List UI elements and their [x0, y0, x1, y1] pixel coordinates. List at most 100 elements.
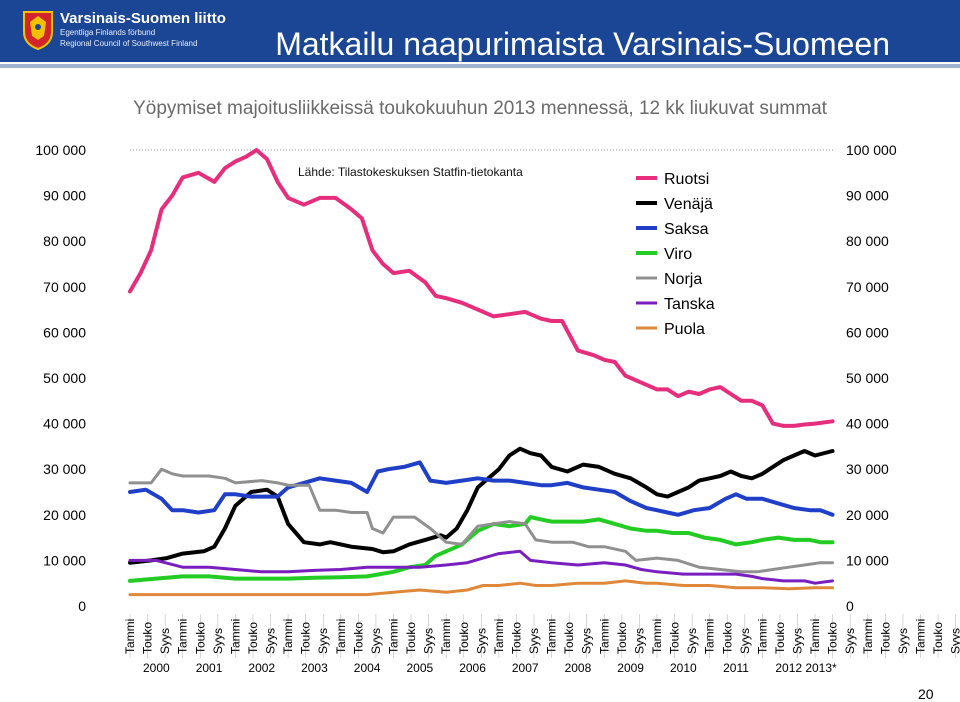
x-month-label: Syys: [422, 628, 436, 654]
x-month-label: Tammi: [808, 619, 822, 654]
legend-label: Norja: [664, 271, 702, 288]
x-year-label: 2006: [459, 661, 486, 675]
x-month-label: Tammi: [228, 619, 242, 654]
x-month-label: Tammi: [703, 619, 717, 654]
x-year-label: 2011: [723, 661, 749, 675]
series-line-viro: [128, 515, 835, 583]
series-lines: [128, 148, 835, 597]
x-month-label: Tammi: [386, 619, 400, 654]
y-tick-label-right: 20 000: [846, 507, 889, 523]
series-line-tanska: [128, 549, 834, 585]
series-line-puola: [128, 579, 834, 597]
series-line-saksa: [128, 460, 835, 517]
source-note: Lähde: Tilastokeskuksen Statfin-tietokan…: [298, 165, 523, 179]
x-month-label: Touko: [509, 622, 523, 654]
y-tick-label-right: 0: [846, 598, 854, 614]
x-month-label: Syys: [264, 628, 278, 654]
x-year-label: 2002: [248, 661, 275, 675]
x-month-label: Tammi: [545, 619, 559, 654]
y-tick-label-left: 20 000: [43, 507, 86, 523]
legend-label: Viro: [664, 246, 692, 263]
series-line-norja: [128, 467, 834, 574]
x-year-label: 2005: [406, 661, 433, 675]
y-tick-label-left: 30 000: [43, 461, 86, 477]
x-year-label: 2001: [196, 661, 223, 675]
x-year-label: 2000: [143, 661, 170, 675]
org-name-swedish: Egentliga Finlands förbund: [60, 28, 156, 37]
x-month-label: Syys: [211, 628, 225, 654]
x-month-label: Touko: [668, 622, 682, 654]
x-month-label: Syys: [791, 628, 805, 654]
x-month-label: Syys: [316, 628, 330, 654]
y-tick-label-right: 10 000: [846, 552, 889, 568]
x-month-label: Touko: [299, 622, 313, 654]
x-month-label: Syys: [738, 628, 752, 654]
legend-label: Venäjä: [664, 196, 713, 213]
x-month-label: Syys: [474, 628, 488, 654]
x-month-label: Touko: [720, 622, 734, 654]
org-name-english: Regional Council of Southwest Finland: [60, 39, 198, 48]
org-name: Varsinais-Suomen liitto: [60, 10, 226, 27]
y-tick-label-left: 10 000: [43, 552, 86, 568]
x-month-label: Syys: [158, 628, 172, 654]
x-month-label: Syys: [580, 628, 594, 654]
legend-label: Puola: [664, 321, 705, 338]
legend-label: Saksa: [664, 221, 709, 238]
y-tick-label-right: 40 000: [846, 416, 889, 432]
y-tick-label-left: 80 000: [43, 233, 86, 249]
x-month-label: Touko: [931, 622, 945, 654]
y-tick-label-right: 100 000: [846, 142, 897, 158]
x-month-label: Touko: [246, 622, 260, 654]
header-rule: [0, 64, 960, 68]
x-month-label: Tammi: [650, 619, 664, 654]
series-line-ruotsi: [128, 148, 835, 428]
legend: Ruotsi Venäjä Saksa Viro Norja Tanska Puola: [636, 171, 715, 338]
y-tick-label-left: 40 000: [43, 416, 86, 432]
x-year-label: 2009: [617, 661, 644, 675]
x-month-label: Tammi: [597, 619, 611, 654]
x-year-label: 2012: [775, 661, 802, 675]
y-tick-label-right: 50 000: [846, 370, 889, 386]
x-month-label: Tammi: [492, 619, 506, 654]
x-month-label: Touko: [878, 622, 892, 654]
x-month-label: Tammi: [334, 619, 348, 654]
x-month-label: Touko: [141, 622, 155, 654]
x-month-label: Tammi: [755, 619, 769, 654]
y-tick-label-left: 60 000: [43, 324, 86, 340]
y-tick-label-right: 60 000: [846, 324, 889, 340]
x-month-label: Touko: [826, 622, 840, 654]
x-month-label: Tammi: [439, 619, 453, 654]
x-month-label: Syys: [685, 628, 699, 654]
y-tick-label-right: 30 000: [846, 461, 889, 477]
y-tick-label-left: 70 000: [43, 279, 86, 295]
coat-of-arms-icon: [23, 11, 53, 50]
legend-label: Tanska: [664, 296, 715, 313]
page-number: 20: [918, 686, 934, 702]
x-year-label: 2010: [670, 661, 697, 675]
x-month-label: Tammi: [123, 619, 137, 654]
y-tick-label-left: 100 000: [35, 142, 86, 158]
page-title: Matkailu naapurimaista Varsinais-Suomeen: [275, 26, 890, 62]
x-month-label: Tammi: [176, 619, 190, 654]
header-banner: Varsinais-Suomen liitto Egentliga Finlan…: [0, 0, 960, 72]
line-chart: Yöpymiset majoitusliikkeissä toukokuuhun…: [35, 98, 960, 675]
series-line-venäjä: [128, 446, 835, 565]
x-month-label: Touko: [615, 622, 629, 654]
y-tick-label-left: 90 000: [43, 188, 86, 204]
x-month-label: Syys: [369, 628, 383, 654]
x-month-label: Tammi: [281, 619, 295, 654]
x-month-label: Syys: [632, 628, 646, 654]
header-band: [0, 0, 960, 62]
x-month-label: Tammi: [913, 619, 927, 654]
y-tick-label-left: 50 000: [43, 370, 86, 386]
chart-title: Yöpymiset majoitusliikkeissä toukokuuhun…: [133, 98, 828, 119]
x-axis-labels: Tammi Touko Syys Tammi Touko Syys Tammi Touko Sy…: [123, 614, 960, 675]
x-month-label: Syys: [896, 628, 910, 654]
y-tick-label-left: 0: [78, 598, 86, 614]
x-month-label: Tammi: [861, 619, 875, 654]
legend-label: Ruotsi: [664, 171, 709, 188]
x-year-label: 2007: [512, 661, 539, 675]
y-tick-label-right: 80 000: [846, 233, 889, 249]
x-month-label: Syys: [949, 628, 960, 654]
x-year-label: 2008: [565, 661, 592, 675]
